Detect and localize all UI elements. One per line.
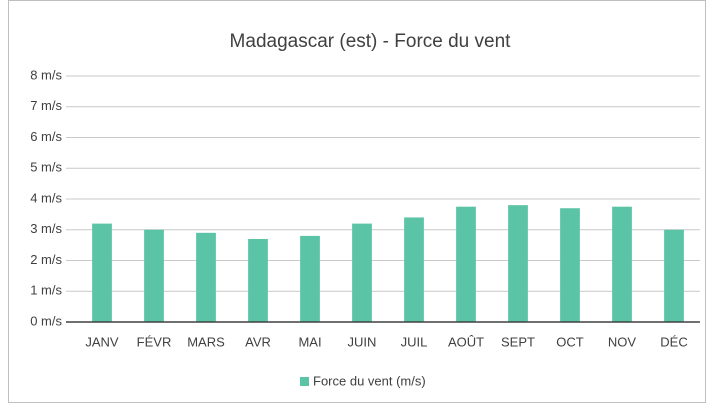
x-tick-label: DÉC (660, 334, 687, 349)
x-tick-label: FÉVR (137, 334, 172, 349)
bar (664, 229, 684, 322)
y-tick-label: 6 m/s (30, 129, 62, 144)
y-tick-label: 4 m/s (30, 190, 62, 205)
bar (508, 205, 528, 322)
y-tick-label: 5 m/s (30, 160, 62, 175)
y-tick-label: 1 m/s (30, 283, 62, 298)
bar (560, 208, 580, 322)
legend-label: Force du vent (m/s) (313, 373, 426, 388)
x-tick-label: AVR (245, 334, 271, 349)
legend-swatch (300, 377, 309, 386)
bar (248, 238, 268, 322)
y-tick-label: 3 m/s (30, 221, 62, 236)
x-tick-label: MARS (187, 334, 225, 349)
bar (612, 206, 632, 322)
y-tick-label: 7 m/s (30, 98, 62, 113)
chart-frame (8, 0, 706, 403)
bar (352, 223, 372, 322)
y-tick-label: 2 m/s (30, 252, 62, 267)
x-tick-label: MAI (298, 334, 321, 349)
chart-title: Madagascar (est) - Force du vent (230, 31, 512, 52)
x-tick-label: NOV (608, 334, 637, 349)
bar (196, 232, 216, 322)
y-tick-label: 8 m/s (30, 67, 62, 82)
x-tick-label: OCT (556, 334, 584, 349)
x-tick-label: JANV (85, 334, 119, 349)
bar (456, 206, 476, 322)
x-tick-label: AOÛT (448, 334, 484, 349)
bar (92, 223, 112, 322)
bar (144, 229, 164, 322)
x-tick-label: JUIL (401, 334, 428, 349)
x-tick-label: JUIN (348, 334, 377, 349)
y-tick-label: 0 m/s (30, 313, 62, 328)
bar (404, 217, 424, 322)
x-tick-label: SEPT (501, 334, 535, 349)
bar (300, 235, 320, 322)
